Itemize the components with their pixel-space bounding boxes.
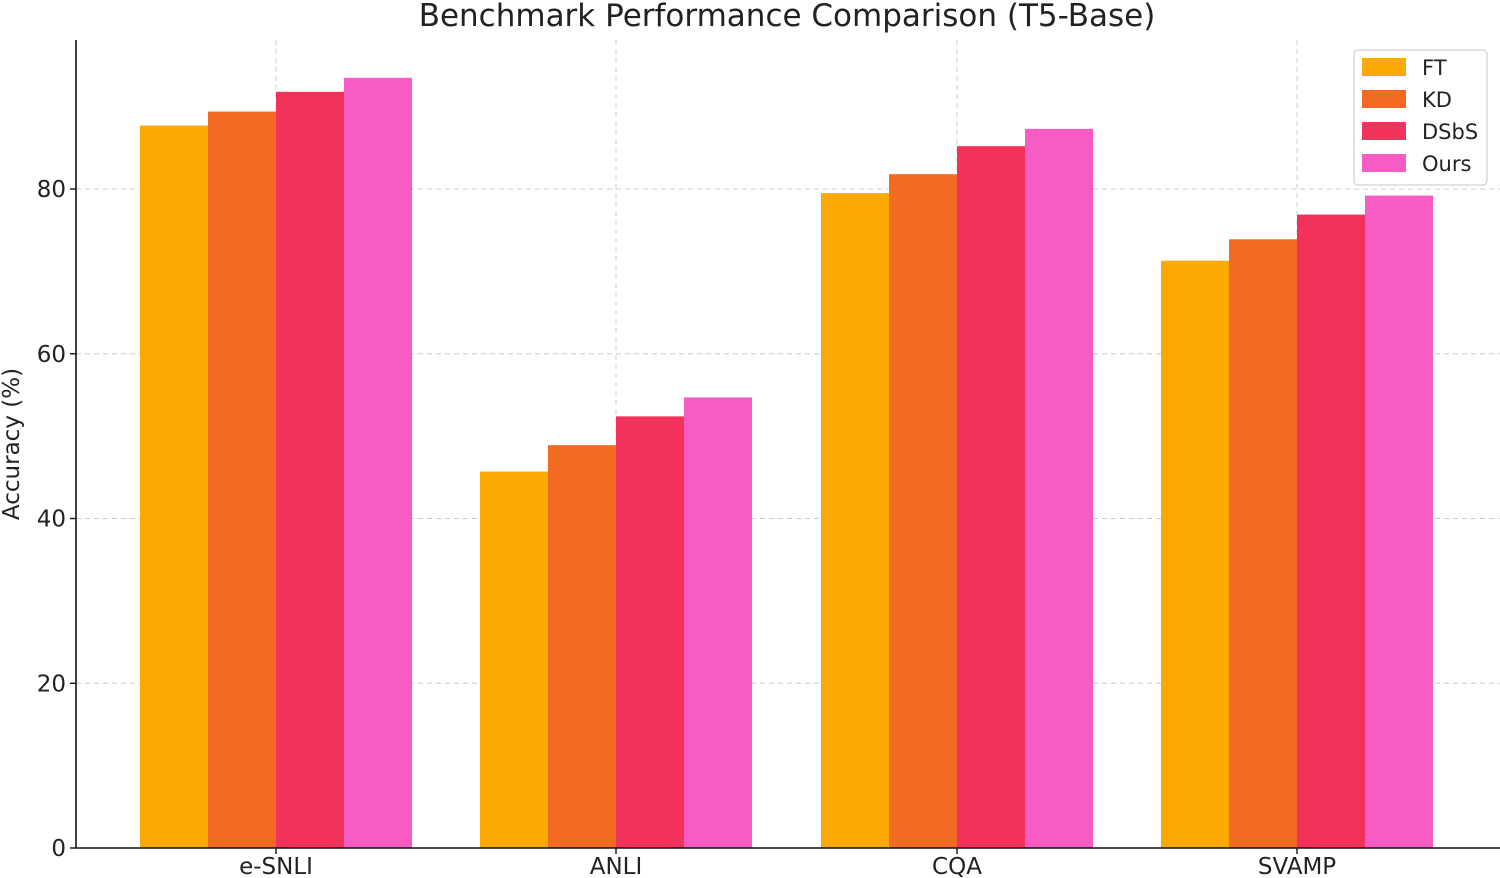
bar-kd-cqa <box>889 174 957 849</box>
x-tick-label-anli: ANLI <box>590 854 643 878</box>
y-tick-label: 80 <box>37 177 66 203</box>
bar-ft-cqa <box>821 193 889 848</box>
bar-dsbs-e-snli <box>276 91 344 849</box>
legend-label-ours: Ours <box>1422 152 1471 176</box>
bar-ours-e-snli <box>344 77 412 848</box>
bar-kd-e-snli <box>208 111 276 848</box>
bar-kd-svamp <box>1229 239 1297 848</box>
bar-kd-anli <box>548 445 616 848</box>
x-tick-label-e-snli: e-SNLI <box>239 854 313 878</box>
legend-frame <box>1353 49 1488 186</box>
y-tick-label: 60 <box>37 342 66 368</box>
legend-label-ft: FT <box>1422 56 1447 80</box>
legend-swatch-ft <box>1362 58 1406 76</box>
bar-ours-svamp <box>1365 195 1433 849</box>
legend-swatch-ours <box>1362 154 1406 172</box>
bar-dsbs-svamp <box>1297 214 1365 848</box>
legend-swatch-dsbs <box>1362 122 1406 140</box>
legend-label-kd: KD <box>1422 88 1452 112</box>
x-tick-label-cqa: CQA <box>932 854 982 878</box>
bars <box>140 77 1433 849</box>
legend-label-dsbs: DSbS <box>1422 120 1478 144</box>
bar-ours-anli <box>684 397 752 848</box>
tick-labels: 0 20 40 60 80 e-SNLI ANLI CQA SVAMP <box>37 177 1337 878</box>
legend-swatch-kd <box>1362 90 1406 108</box>
x-tick-label-svamp: SVAMP <box>1258 854 1336 878</box>
axes <box>75 40 1500 849</box>
bar-ft-e-snli <box>140 125 208 849</box>
y-axis-label: Accuracy (%) <box>0 368 25 520</box>
bar-ft-anli <box>480 471 548 848</box>
bar-dsbs-cqa <box>957 146 1025 849</box>
bar-ft-svamp <box>1161 260 1229 848</box>
y-tick-label: 40 <box>37 507 66 533</box>
bar-dsbs-anli <box>616 416 684 848</box>
legend: FT KD DSbS Ours <box>1353 49 1488 186</box>
y-tick-label: 0 <box>51 836 66 862</box>
chart-title: Benchmark Performance Comparison (T5-Bas… <box>419 0 1156 34</box>
bar-ours-cqa <box>1025 128 1093 848</box>
y-tick-label: 20 <box>37 671 66 697</box>
